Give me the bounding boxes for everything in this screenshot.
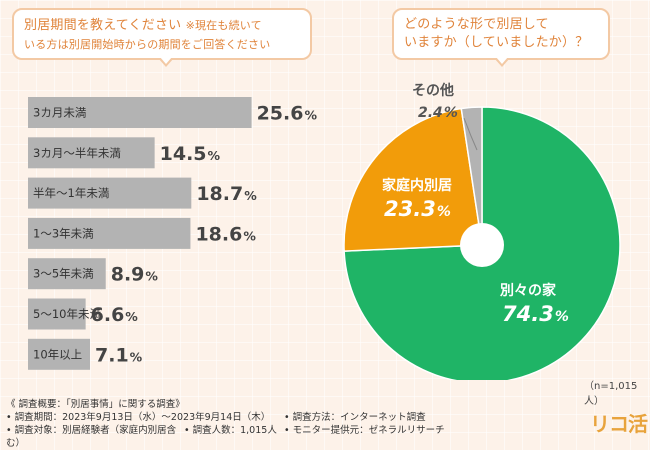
question-right-line-1: どのような形で別居して [404,17,549,32]
pie-slice-2 [343,107,483,252]
question-bubble-left: 別居期間を教えてください ※現在も続いて いる方は別居開始時からの期間をご回答く… [12,8,312,67]
bar-2 [28,137,155,169]
footer-method: • 調査方法：インターネット調査 [284,412,426,423]
survey-footer: 《 調査概要：「別居事情」に関する調査》 • 調査期間：2023年9月13日（水… [6,398,566,450]
question-left-note-1: ※現在も続いて [185,19,262,32]
footer-target: • 調査対象：別居経験者（家庭内別居含む） [6,425,177,449]
bubble-tail-inner [160,57,172,64]
pie-label: 家庭内別居 [382,177,452,194]
pie-leader-line [463,117,478,151]
pie-center-hole [460,223,504,267]
bar-category-label: 半年〜1年未満 [33,186,109,200]
bar-value-label: 8.9% [111,264,159,286]
pie-slice-3 [460,106,483,246]
bar-4 [28,217,191,249]
bar-6 [28,298,86,330]
bar-chart: 3カ月未満 25.6% 3カ月〜半年未満 14.5% 半年〜1年未満 18.7% 1〜3年未… [28,97,318,370]
bar-value-label: 25.6% [257,103,318,125]
question-bubble-right: どのような形で別居して いますか（していましたか）？ [392,8,610,67]
bubble-tail-inner [496,57,508,64]
bar-category-label: 3〜5年未満 [33,267,94,281]
bar-value-label: 7.1% [95,344,143,366]
footer-heading: 《 調査概要：「別居事情」に関する調査》 [6,399,185,410]
bar-value-label: 18.7% [196,183,257,205]
bar-value-label: 14.5% [160,143,221,165]
pie-label: その他 [412,82,454,99]
bar-category-label: 3カ月未満 [33,106,86,120]
footer-period: • 調査期間：2023年9月13日（水）〜2023年9月14日（木） [6,412,271,423]
bar-category-label: 3カ月〜半年未満 [33,146,121,160]
bar-category-label: 5〜10年未満 [33,307,101,321]
bar-3 [28,177,192,209]
bar-1 [28,97,252,128]
pie-value-label: 23.3% [384,197,451,221]
bar-value-label: 18.6% [195,223,256,245]
bar-category-label: 10年以上 [33,347,82,361]
pie-chart: 別々の家 74.3% 家庭内別居 23.3% その他 2.4% [343,82,621,380]
logo: リコ活 [590,412,648,436]
bar-5 [28,258,106,290]
bar-7 [28,338,91,370]
bar-category-label: 1〜3年未満 [33,226,94,240]
pie-value-label: 74.3% [502,302,569,326]
question-right-line-2: いますか（していましたか）？ [404,35,589,50]
footer-provider: • モニター提供元：ゼネラルリサーチ [284,425,445,436]
question-left-note-2: いる方は別居開始時からの期間をご回答ください [24,38,271,51]
footer-count: • 調査人数：1,015人 [184,425,277,436]
pie-label: 別々の家 [499,282,557,299]
sample-size: （n=1,015人） [584,381,638,407]
bar-value-label: 6.6% [91,304,139,326]
pie-value-label: 2.4% [418,105,458,121]
question-left-main: 別居期間を教えてください [24,18,182,33]
